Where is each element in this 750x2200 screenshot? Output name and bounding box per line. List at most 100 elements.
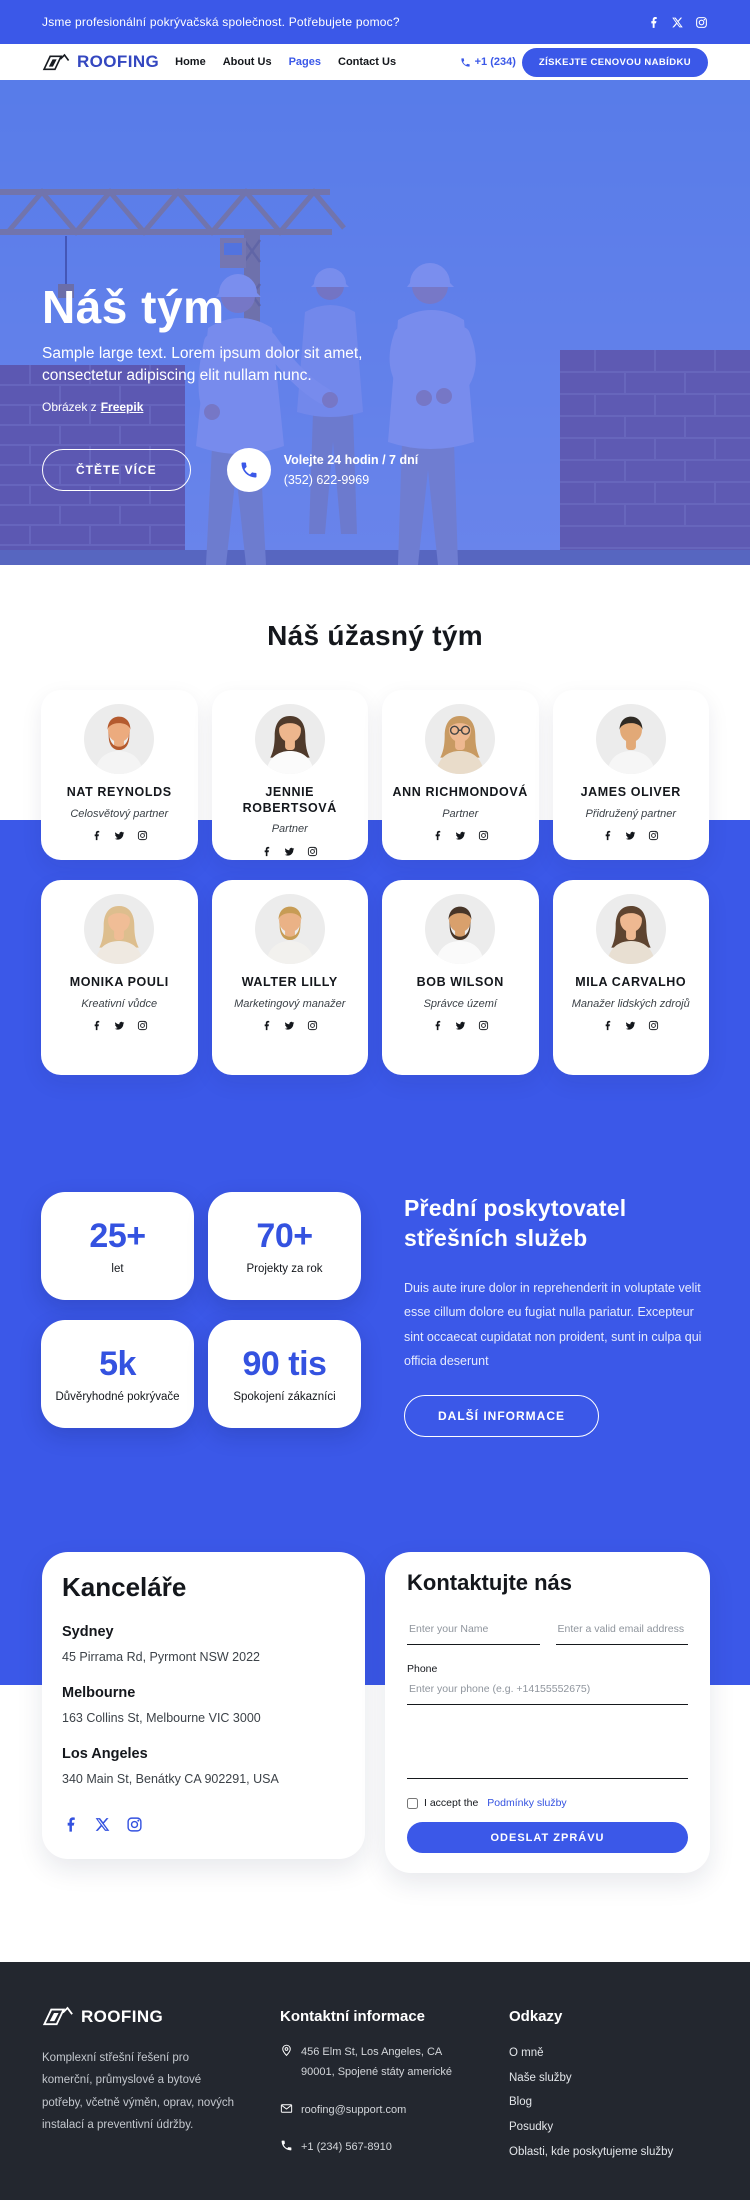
twitter-icon[interactable] (455, 1020, 466, 1031)
member-name: JAMES OLIVER (580, 785, 681, 799)
x-icon[interactable] (94, 1816, 111, 1833)
stat-card: 25+ let (41, 1192, 194, 1300)
contact-heading: Kontaktujte nás (407, 1570, 573, 1595)
message-textarea[interactable] (407, 1721, 688, 1779)
roof-logo-icon (42, 2006, 76, 2027)
member-name: MILA CARVALHO (575, 975, 687, 989)
office-city: Melbourne (62, 1685, 136, 1701)
footer-brand-logo[interactable]: ROOFING (42, 2006, 242, 2027)
nav-item-pages[interactable]: Pages (288, 56, 322, 68)
send-message-button[interactable]: ODESLAT ZPRÁVU (407, 1822, 688, 1853)
terms-checkbox[interactable] (407, 1797, 418, 1809)
stat-label: Spokojení zákazníci (233, 1391, 336, 1403)
office-address: 45 Pirrama Rd, Pyrmont NSW 2022 (62, 1650, 260, 1664)
facebook-icon[interactable] (602, 1020, 613, 1031)
top-announcement-bar: Jsme profesionální pokrývačská společnos… (0, 0, 750, 44)
x-icon[interactable] (671, 16, 684, 29)
footer-links-heading: Odkazy (509, 2008, 563, 2025)
terms-accept-row: I accept the Podmínky služby (407, 1797, 688, 1809)
instagram-icon[interactable] (307, 846, 318, 857)
member-social (91, 1020, 148, 1031)
facebook-icon[interactable] (261, 846, 272, 857)
nav-item-contact[interactable]: Contact Us (338, 56, 397, 68)
team-card: MILA CARVALHO Manažer lidských zdrojů (552, 880, 709, 1075)
twitter-icon[interactable] (625, 830, 636, 841)
facebook-icon[interactable] (432, 1020, 443, 1031)
member-social (91, 830, 148, 841)
instagram-icon[interactable] (137, 830, 148, 841)
instagram-icon[interactable] (648, 1020, 659, 1031)
stat-label: let (111, 1263, 124, 1275)
call-circle-button[interactable] (226, 448, 271, 492)
brand-logo[interactable]: ROOFING (42, 52, 159, 72)
read-more-button[interactable]: ČTĚTE VÍCE (42, 449, 191, 491)
facebook-icon[interactable] (91, 1020, 102, 1031)
instagram-icon[interactable] (695, 16, 708, 29)
facebook-icon[interactable] (602, 830, 613, 841)
facebook-icon[interactable] (647, 16, 660, 29)
member-title: Přidružený partner (585, 807, 677, 820)
hero-actions: ČTĚTE VÍCE Volejte 24 hodin / 7 dní (352… (42, 448, 418, 492)
twitter-icon[interactable] (625, 1020, 636, 1031)
envelope-icon (280, 2102, 293, 2115)
nav-phone-link[interactable]: +1 (234) (460, 56, 516, 68)
member-name: BOB WILSON (416, 975, 504, 989)
footer-about-text: Komplexní střešní řešení pro komerční, p… (42, 2052, 234, 2132)
team-card: JENNIE ROBERTSOVÁ Partner (211, 690, 368, 860)
footer-email: roofing@support.com (280, 2101, 472, 2121)
footer-link-about[interactable]: O mně (509, 2047, 544, 2059)
terms-link[interactable]: Podmínky služby (487, 1797, 567, 1809)
call-hours-label: Volejte 24 hodin / 7 dní (283, 453, 419, 467)
stats-section: 25+ let 70+ Projekty za rok 5k Důvěryhod… (0, 1075, 750, 1550)
nav-item-home[interactable]: Home (175, 56, 206, 68)
member-title: Celosvětový partner (70, 807, 169, 820)
footer-phone-link[interactable]: +1 (234) 567-8910 (301, 2141, 392, 2154)
instagram-icon[interactable] (137, 1020, 148, 1031)
get-quote-button[interactable]: ZÍSKEJTE CENOVOU NABÍDKU (521, 47, 708, 77)
topbar-social-links (647, 16, 708, 29)
stat-label: Důvěryhodné pokrývače (55, 1391, 180, 1403)
instagram-icon[interactable] (648, 830, 659, 841)
offices-panel: Kanceláře Sydney 45 Pirrama Rd, Pyrmont … (42, 1552, 365, 1859)
footer-link-services[interactable]: Naše služby (509, 2071, 572, 2084)
twitter-icon[interactable] (114, 830, 125, 841)
twitter-icon[interactable] (114, 1020, 125, 1031)
nav-links: Home About Us Pages Contact Us (175, 56, 396, 68)
twitter-icon[interactable] (455, 830, 466, 841)
member-title: Partner (271, 823, 308, 836)
email-input[interactable] (555, 1618, 688, 1645)
office-item: Sydney 45 Pirrama Rd, Pyrmont NSW 2022 (62, 1624, 345, 1664)
footer-link-blog[interactable]: Blog (509, 2096, 533, 2109)
instagram-icon[interactable] (478, 1020, 489, 1031)
contact-panel: Kontaktujte nás Phone I accept the Podmí… (385, 1552, 710, 1873)
facebook-icon[interactable] (261, 1020, 272, 1031)
facebook-icon[interactable] (91, 830, 102, 841)
facebook-icon[interactable] (432, 830, 443, 841)
member-name: JENNIE ROBERTSOVÁ (242, 785, 337, 815)
footer-link-service-areas[interactable]: Oblasti, kde poskytujeme služby (509, 2145, 674, 2158)
office-city: Los Angeles (62, 1746, 148, 1762)
member-social (432, 830, 489, 841)
roof-logo-icon (42, 53, 72, 72)
nav-item-about[interactable]: About Us (222, 56, 272, 68)
footer-email-link[interactable]: roofing@support.com (301, 2103, 407, 2116)
footer-address-text: 456 Elm St, Los Angeles, CA 90001, Spoje… (301, 2046, 453, 2078)
instagram-icon[interactable] (478, 830, 489, 841)
phone-icon (460, 57, 471, 68)
team-card: BOB WILSON Správce území (382, 880, 539, 1075)
footer-address: 456 Elm St, Los Angeles, CA 90001, Spoje… (280, 2043, 472, 2083)
phone-input[interactable] (407, 1678, 688, 1705)
footer-link-reviews[interactable]: Posudky (509, 2121, 554, 2134)
stat-value: 90 tis (242, 1345, 327, 1383)
more-info-button[interactable]: DALŠÍ INFORMACE (404, 1395, 599, 1438)
twitter-icon[interactable] (284, 846, 295, 857)
facebook-icon[interactable] (62, 1816, 79, 1833)
freepik-link[interactable]: Freepik (100, 400, 144, 414)
team-card: NAT REYNOLDS Celosvětový partner (41, 690, 198, 860)
instagram-icon[interactable] (307, 1020, 318, 1031)
twitter-icon[interactable] (284, 1020, 295, 1031)
team-card: WALTER LILLY Marketingový manažer (211, 880, 368, 1075)
instagram-icon[interactable] (126, 1816, 143, 1833)
team-cards-grid: NAT REYNOLDS Celosvětový partner JENNIE … (0, 690, 750, 1075)
name-input[interactable] (407, 1618, 540, 1645)
